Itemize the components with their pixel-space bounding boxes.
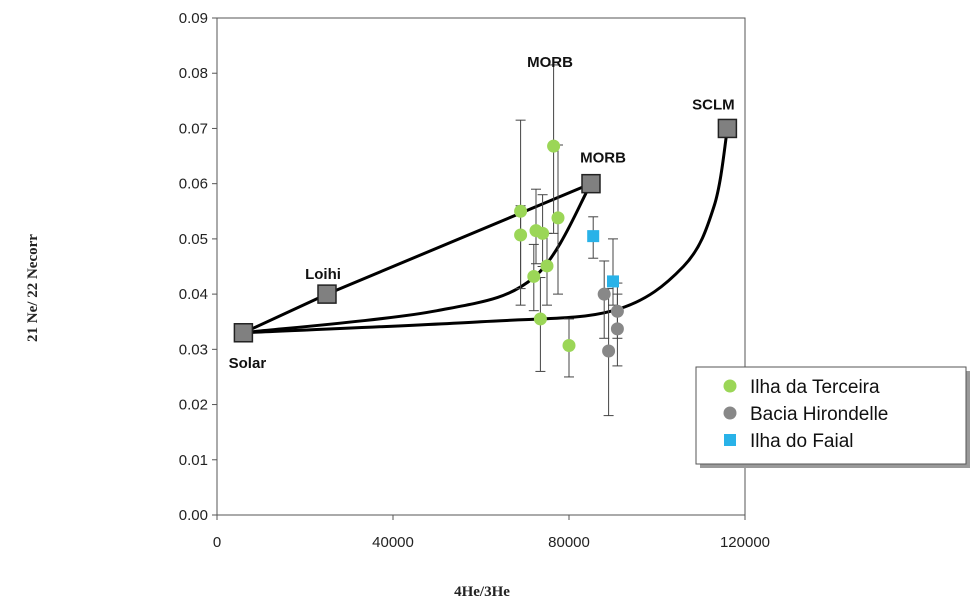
y-axis: 0.00 0.01 0.02 0.03 0.04 0.05 0.06 0.07 0.08 0.09	[179, 10, 217, 524]
end-members: Solar Loihi MORB SCLM MORB	[229, 54, 738, 372]
end-member-marker	[317, 284, 337, 304]
data-point	[551, 211, 565, 225]
y-tick-label: 0.05	[179, 231, 208, 248]
y-tick-label: 0.09	[179, 10, 208, 27]
y-axis-label: 21 Ne/ 22 Necorr	[25, 234, 41, 342]
end-member-marker	[233, 323, 254, 343]
legend-marker	[724, 434, 736, 446]
y-tick-label: 0.00	[179, 507, 208, 524]
data-point	[514, 228, 528, 242]
data-point	[540, 259, 554, 273]
plot-frame	[216, 17, 746, 516]
end-member-label: Loihi	[305, 266, 341, 283]
data-point	[536, 226, 550, 240]
legend-box	[695, 366, 967, 465]
y-tick-label: 0.01	[179, 452, 208, 469]
data-point	[610, 304, 624, 318]
plot-area: 0.00 0.01 0.02 0.03 0.04 0.05 0.06 0.07 0.08 0.09…	[179, 10, 770, 551]
y-tick-label: 0.06	[179, 176, 208, 193]
data-point	[547, 139, 561, 153]
x-tick-label: 80000	[548, 534, 590, 551]
data-point	[514, 204, 528, 218]
y-tick-label: 0.04	[179, 286, 208, 303]
x-tick-label: 40000	[372, 534, 414, 551]
legend-label: Ilha do Faial	[750, 431, 854, 452]
end-member-marker	[717, 118, 738, 139]
data-point	[610, 322, 624, 336]
end-member-marker	[581, 173, 601, 194]
end-member-label: SCLM	[692, 96, 735, 113]
legend-items: Ilha da Terceira Bacia Hirondelle Ilha do …	[723, 377, 888, 452]
x-axis-label: 4He/3He	[454, 584, 510, 600]
legend-marker	[723, 379, 737, 393]
mixing-line	[243, 182, 593, 335]
end-member-label: MORB	[580, 150, 626, 167]
data-point	[597, 287, 611, 301]
end-member-label: MORB	[527, 54, 573, 71]
y-tick-label: 0.03	[179, 341, 208, 358]
end-member-label: Solar	[229, 355, 267, 372]
y-tick-label: 0.08	[179, 65, 208, 82]
data-points	[514, 139, 624, 358]
data-point	[562, 338, 576, 352]
data-point	[527, 269, 541, 283]
x-axis: 0 40000 80000 120000	[213, 515, 770, 551]
data-point	[587, 230, 600, 243]
data-point	[607, 275, 619, 288]
legend-label: Ilha da Terceira	[750, 377, 880, 398]
x-tick-label: 120000	[720, 534, 770, 551]
data-point	[533, 312, 547, 326]
y-tick-label: 0.02	[179, 397, 208, 414]
legend: Ilha da Terceira Bacia Hirondelle Ilha do …	[695, 366, 970, 468]
legend-label: Bacia Hirondelle	[750, 404, 888, 425]
x-tick-label: 0	[213, 534, 221, 551]
legend-marker	[723, 406, 737, 420]
y-tick-label: 0.07	[179, 120, 208, 137]
data-point	[602, 344, 616, 358]
